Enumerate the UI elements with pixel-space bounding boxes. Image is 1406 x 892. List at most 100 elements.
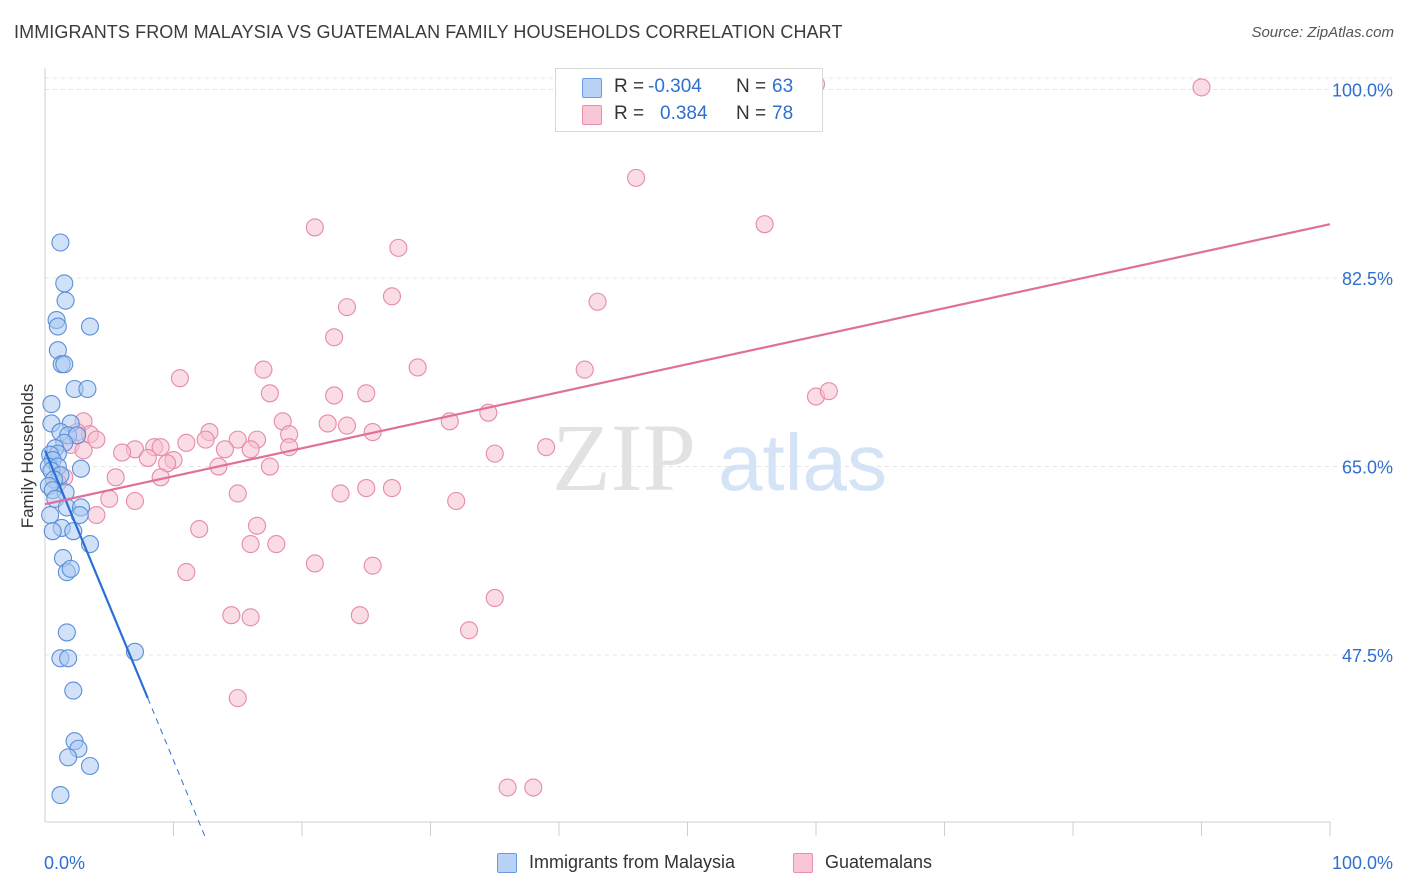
- data-point-malaysia: [48, 317, 67, 336]
- data-point-guatemalans: [260, 384, 279, 403]
- data-point-guatemalans: [215, 440, 234, 459]
- source-label: Source: ZipAtlas.com: [1251, 24, 1394, 41]
- grid: [45, 77, 1392, 656]
- data-point-guatemalans: [363, 556, 382, 575]
- data-point-guatemalans: [177, 563, 196, 582]
- data-point-guatemalans: [196, 430, 215, 449]
- data-point-guatemalans: [106, 468, 125, 487]
- data-point-guatemalans: [382, 287, 402, 306]
- data-point-guatemalans: [1192, 78, 1211, 97]
- data-point-guatemalans: [260, 457, 279, 476]
- data-point-guatemalans: [138, 448, 157, 467]
- legend-n-value: 63: [772, 76, 794, 97]
- legend-row-guatemalans: R = 0.384 N = 78: [556, 101, 822, 127]
- data-point-guatemalans: [228, 689, 247, 708]
- chart-title: IMMIGRANTS FROM MALAYSIA VS GUATEMALAN F…: [14, 22, 843, 42]
- legend-r-label: R =: [614, 76, 645, 97]
- legend-swatch-pink: [582, 105, 602, 125]
- data-point-guatemalans: [357, 384, 376, 403]
- data-point-malaysia: [42, 395, 61, 414]
- bottom-legend-label: Immigrants from Malaysia: [529, 852, 736, 872]
- y-tick-label: 100.0%: [1332, 81, 1393, 101]
- data-point-guatemalans: [459, 621, 479, 640]
- data-point-malaysia: [59, 649, 78, 668]
- legend-n-label: N =: [736, 76, 767, 97]
- data-point-guatemalans: [190, 519, 209, 539]
- malaysia-points: [39, 233, 144, 805]
- legend-n-value: 78: [772, 103, 794, 124]
- tick-labels: 47.5% 65.0% 82.5% 100.0% 0.0% 100.0%: [44, 81, 1393, 873]
- data-point-guatemalans: [247, 516, 267, 535]
- data-point-guatemalans: [337, 416, 357, 435]
- data-point-malaysia: [56, 291, 75, 310]
- data-point-guatemalans: [325, 386, 344, 405]
- data-point-guatemalans: [305, 218, 324, 237]
- data-point-guatemalans: [350, 606, 369, 625]
- axes: [44, 68, 1331, 836]
- data-point-guatemalans: [228, 484, 247, 503]
- data-point-guatemalans: [755, 215, 774, 234]
- data-point-guatemalans: [537, 438, 556, 457]
- y-axis-label: Family Households: [18, 383, 37, 529]
- data-point-guatemalans: [151, 438, 170, 457]
- data-point-guatemalans: [170, 369, 189, 388]
- legend-r-label: R =: [614, 103, 645, 124]
- data-point-guatemalans: [325, 328, 344, 347]
- data-point-malaysia: [55, 274, 74, 293]
- data-point-guatemalans: [125, 491, 144, 511]
- data-point-guatemalans: [113, 443, 132, 462]
- data-point-malaysia: [57, 623, 76, 642]
- data-point-guatemalans: [222, 606, 241, 625]
- data-point-guatemalans: [305, 554, 324, 573]
- data-point-malaysia: [80, 756, 100, 776]
- bottom-legend-swatch-blue: [497, 853, 517, 873]
- data-point-guatemalans: [177, 433, 196, 452]
- watermark-atlas: atlas: [718, 418, 887, 507]
- data-point-guatemalans: [575, 360, 594, 379]
- bottom-legend-swatch-pink: [793, 853, 813, 873]
- data-point-guatemalans: [357, 479, 376, 498]
- data-point-guatemalans: [485, 444, 504, 463]
- data-point-guatemalans: [74, 441, 93, 460]
- x-tick-label: 0.0%: [44, 853, 85, 873]
- data-point-guatemalans: [331, 484, 350, 503]
- data-point-guatemalans: [627, 168, 646, 187]
- data-point-guatemalans: [498, 778, 517, 797]
- legend-r-value: 0.384: [660, 103, 708, 124]
- bottom-legend-label: Guatemalans: [825, 852, 933, 872]
- legend-row-malaysia: R = -0.304 N = 63: [556, 74, 822, 100]
- data-point-malaysia: [59, 748, 78, 767]
- trend-line-guatemalans: [44, 223, 1331, 506]
- legend-n-label: N =: [736, 103, 767, 124]
- data-point-guatemalans: [241, 608, 260, 627]
- data-point-guatemalans: [87, 430, 106, 449]
- watermark: ZIP atlas: [552, 404, 887, 511]
- data-point-malaysia: [51, 786, 70, 805]
- data-point-guatemalans: [267, 535, 286, 554]
- data-point-malaysia: [55, 355, 74, 374]
- data-point-guatemalans: [524, 778, 543, 797]
- trend-line-malaysia-extension: [147, 697, 207, 839]
- legend-r-value: -0.304: [648, 76, 702, 97]
- y-tick-label: 82.5%: [1342, 269, 1393, 289]
- data-point-guatemalans: [382, 479, 402, 498]
- trend-lines: [43, 223, 1331, 839]
- data-point-guatemalans: [485, 588, 504, 608]
- data-point-malaysia: [43, 522, 62, 541]
- data-point-guatemalans: [318, 414, 337, 433]
- data-point-malaysia: [80, 317, 100, 336]
- y-tick-label: 65.0%: [1342, 458, 1393, 478]
- data-point-guatemalans: [408, 358, 427, 377]
- data-point-guatemalans: [819, 382, 838, 401]
- x-tick-label: 100.0%: [1332, 853, 1393, 873]
- data-point-guatemalans: [241, 535, 260, 554]
- data-point-guatemalans: [100, 489, 119, 508]
- watermark-zip: ZIP: [552, 404, 696, 511]
- data-point-malaysia: [51, 233, 70, 252]
- data-point-guatemalans: [337, 298, 357, 317]
- data-point-guatemalans: [389, 238, 408, 257]
- data-point-malaysia: [71, 459, 91, 478]
- data-point-malaysia: [61, 559, 80, 578]
- data-point-guatemalans: [254, 360, 273, 379]
- trend-line-malaysia: [43, 449, 149, 699]
